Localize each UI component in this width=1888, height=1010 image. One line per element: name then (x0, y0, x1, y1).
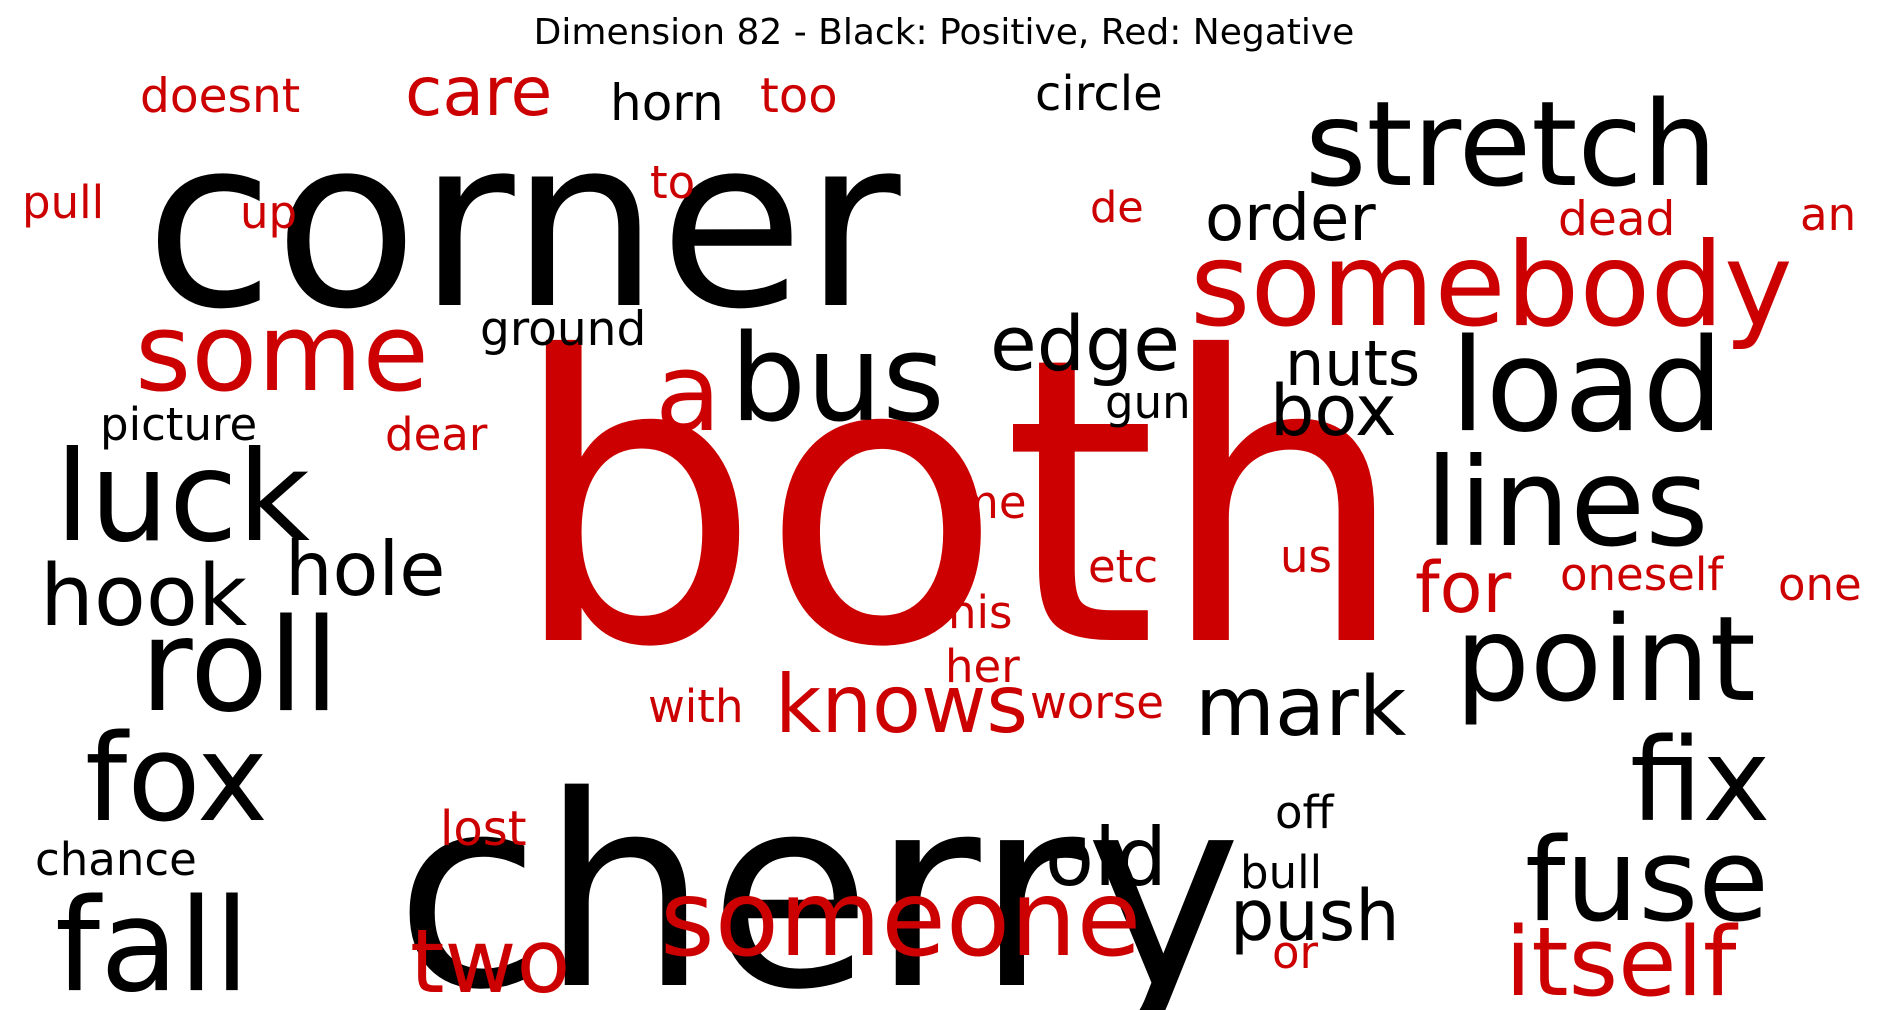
word-mark: mark (1195, 660, 1407, 755)
word-worse: worse (1030, 676, 1164, 729)
word-picture: picture (100, 398, 257, 451)
word-chance: chance (35, 833, 197, 886)
word-us: us (1280, 530, 1332, 583)
word-load: load (1450, 312, 1724, 461)
word-fall: fall (55, 872, 250, 1010)
word-edge: edge (990, 299, 1180, 388)
word-horn: horn (610, 74, 724, 132)
word-oneself: oneself (1560, 548, 1724, 601)
word-cherry: cherry (395, 740, 1242, 1010)
word-doesnt: doesnt (140, 69, 300, 124)
word-roll: roll (140, 592, 339, 741)
word-for: for (1415, 547, 1511, 629)
word-hook: hook (40, 547, 247, 646)
word-luck: luck (55, 425, 311, 570)
word-too: too (760, 68, 838, 124)
word-dear: dear (385, 408, 488, 461)
word-lost: lost (440, 801, 527, 857)
word-fuse: fuse (1525, 814, 1769, 948)
word-her: her (945, 640, 1020, 693)
word-both: both (510, 274, 1408, 734)
word-box: box (1270, 370, 1397, 452)
word-stretch: stretch (1305, 75, 1717, 213)
word-someone: someone (660, 858, 1141, 980)
word-de: de (1090, 183, 1144, 233)
word-hole: hole (285, 525, 445, 613)
word-knows: knows (775, 658, 1028, 751)
word-his: his (948, 586, 1012, 639)
word-lines: lines (1425, 432, 1709, 574)
word-care: care (405, 53, 552, 132)
word-ground: ground (480, 302, 646, 357)
word-to: to (650, 156, 695, 209)
word-bull: bull (1240, 846, 1322, 899)
word-bus: bus (730, 310, 945, 449)
word-me: me (955, 476, 1027, 529)
word-nuts: nuts (1285, 327, 1420, 400)
word-etc: etc (1088, 540, 1158, 593)
word-off: off (1275, 786, 1335, 839)
word-two: two (410, 910, 570, 1010)
word-a: a (655, 331, 721, 456)
word-up: up (240, 186, 297, 239)
word-push: push (1230, 875, 1400, 957)
word-pull: pull (22, 176, 104, 229)
word-an: an (1800, 188, 1856, 241)
word-itself: itself (1505, 908, 1739, 1010)
figure-title: Dimension 82 - Black: Positive, Red: Neg… (533, 12, 1355, 53)
word-gun: gun (1105, 376, 1191, 429)
word-fox: fox (85, 710, 268, 849)
word-order: order (1205, 182, 1376, 256)
word-some: some (135, 291, 429, 416)
word-corner: corner (145, 88, 901, 361)
word-with: with (648, 680, 743, 733)
word-circle: circle (1035, 66, 1163, 122)
word-one: one (1778, 558, 1862, 611)
word-somebody: somebody (1190, 218, 1793, 353)
word-dead: dead (1558, 192, 1675, 247)
word-or: or (1272, 926, 1319, 979)
word-point: point (1455, 590, 1756, 728)
word-fix: fix (1630, 714, 1771, 848)
word-old: old (1045, 811, 1167, 904)
